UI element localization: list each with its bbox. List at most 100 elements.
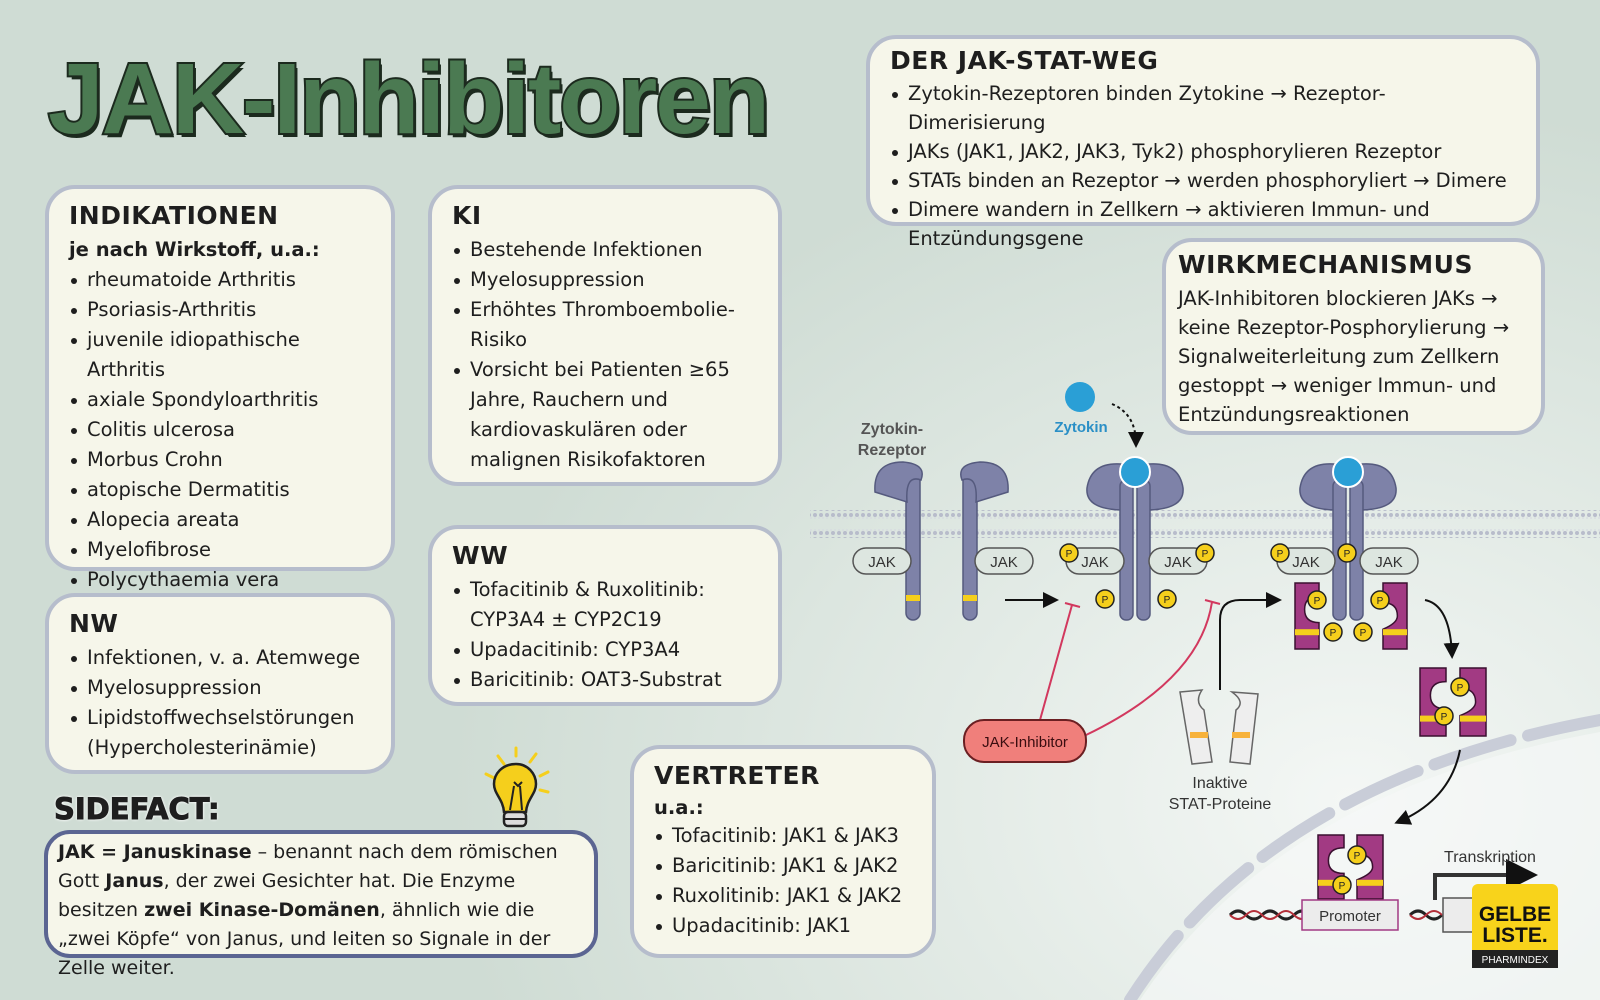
vertreter-subheading: u.a.:	[654, 796, 704, 819]
phosphate-label: P	[1339, 881, 1346, 892]
phosphate-label: P	[1066, 549, 1073, 560]
sidefact-box: JAK = Januskinase – benannt nach dem röm…	[44, 830, 598, 979]
sidefact-text-2: , der zwei Gesichter hat. Die Enzyme bes…	[58, 870, 516, 921]
jak-icon	[974, 547, 1034, 575]
phosphate-label: P	[1377, 596, 1384, 607]
ww-heading: WW	[452, 541, 509, 570]
ww-item: Baricitinib: OAT3-Substrat	[452, 665, 758, 695]
inactive-stat-proteins	[1179, 689, 1259, 765]
vertreter-heading: VERTRETER	[654, 761, 820, 790]
wirkmechanismus-text: JAK-Inhibitoren blockieren JAKs → keine …	[1178, 287, 1510, 426]
nw-item: Myelosuppression	[69, 673, 371, 703]
sidefact-bold-3: zwei Kinase-Domänen	[144, 899, 380, 921]
jak-label: JAK	[1375, 554, 1403, 571]
receptor-site-icon	[906, 595, 920, 601]
nw-item: Infektionen, v. a. Atemwege	[69, 643, 371, 673]
nuclear-envelope	[1124, 714, 1600, 1000]
indikation-item: Morbus Crohn	[69, 445, 371, 475]
jak-icon	[852, 547, 912, 575]
ww-card: WW Tofacitinib & Ruxolitinib: CYP3A4 ± C…	[428, 525, 782, 706]
wirkmechanismus-card: WIRKMECHANISMUS JAK-Inhibitoren blockier…	[1162, 238, 1545, 435]
vertreter-list: Tofacitinib: JAK1 & JAK3 Baricitinib: JAK…	[654, 821, 912, 941]
phosphate-label: P	[1457, 683, 1464, 694]
sidefact-heading: SIDEFACT:	[54, 792, 221, 827]
cytokine-icon	[1065, 382, 1095, 412]
indikation-item: juvenile idiopathische Arthritis	[69, 325, 371, 385]
stat-site-icon	[1295, 629, 1319, 636]
receptor-head-icon	[960, 461, 1009, 504]
stat-site-icon	[1460, 715, 1486, 722]
sidefact-bold-2: Janus	[105, 870, 164, 892]
stat-protein-icon	[1419, 667, 1447, 737]
phosphate-label: P	[1330, 628, 1337, 639]
jak-stat-item: STATs binden an Rezeptor → werden phosph…	[890, 166, 1516, 195]
jak-label: JAK	[1164, 554, 1192, 571]
jak-stat-item: Zytokin-Rezeptoren binden Zytokine → Rez…	[890, 79, 1516, 137]
wirkmechanismus-heading: WIRKMECHANISMUS	[1178, 250, 1473, 279]
receptor-icon	[1119, 479, 1134, 621]
logo-line-1: GELBE	[1479, 903, 1551, 926]
jak-stat-heading: DER JAK-STAT-WEG	[890, 46, 1159, 75]
receptor-head-icon	[874, 461, 923, 504]
phosphate-label: P	[1354, 851, 1361, 862]
phosphate-label: P	[1164, 595, 1171, 606]
phosphate-label: P	[1441, 712, 1448, 723]
sidefact-text-3: , ähnlich wie die „zwei Köpfe“ von Janus…	[58, 899, 551, 979]
sidefact-text-1: – benannt nach dem römischen Gott	[58, 841, 558, 892]
receptor-label-2: Rezeptor	[858, 442, 926, 459]
ww-item: Tofacitinib & Ruxolitinib: CYP3A4 ± CYP2…	[452, 575, 758, 635]
lightbulb-icon	[484, 746, 550, 828]
stat-site-icon	[1383, 629, 1407, 636]
jak-stat-list: Zytokin-Rezeptoren binden Zytokine → Rez…	[890, 79, 1516, 253]
indikation-item: atopische Dermatitis	[69, 475, 371, 505]
vertreter-card: VERTRETER u.a.: Tofacitinib: JAK1 & JAK3…	[630, 745, 936, 958]
vertreter-item: Upadacitinib: JAK1	[654, 911, 912, 941]
phosphate-icon	[1370, 590, 1390, 610]
cell-membrane	[810, 510, 1600, 538]
indikation-item: Colitis ulcerosa	[69, 415, 371, 445]
receptor-icon	[1136, 479, 1151, 621]
sidefact-bold-1: JAK = Januskinase	[58, 841, 252, 863]
phosphate-icon	[1337, 543, 1357, 563]
promoter-label: Promoter	[1319, 908, 1381, 925]
inactive-label-2: STAT-Proteine	[1169, 796, 1272, 813]
ki-item: Vorsicht bei Patienten ≥65 Jahre, Rauche…	[452, 355, 758, 475]
indikation-item: Psoriasis-Arthritis	[69, 295, 371, 325]
ww-list: Tofacitinib & Ruxolitinib: CYP3A4 ± CYP2…	[452, 575, 758, 695]
jak-stat-item: Dimere wandern in Zellkern → aktivieren …	[890, 195, 1516, 253]
indikation-item: Alopecia areata	[69, 505, 371, 535]
phosphate-icon	[1434, 706, 1454, 726]
indikationen-list: rheumatoide Arthritis Psoriasis-Arthritis…	[69, 265, 371, 595]
indikation-item: axiale Spondyloarthritis	[69, 385, 371, 415]
cytokine-label: Zytokin	[1054, 419, 1107, 436]
phosphate-label: P	[1277, 549, 1284, 560]
stat-site-icon	[1357, 879, 1383, 886]
indikation-item: rheumatoide Arthritis	[69, 265, 371, 295]
phosphate-icon	[1323, 622, 1343, 642]
stat-site-icon	[1318, 879, 1344, 886]
stat-site-icon	[1420, 715, 1446, 722]
vertreter-item: Ruxolitinib: JAK1 & JAK2	[654, 881, 912, 911]
nw-card: NW Infektionen, v. a. Atemwege Myelosuppr…	[45, 593, 395, 774]
page-title: JAK-Inhibitoren	[46, 41, 772, 157]
logo-line-3: PHARMINDEX	[1482, 955, 1549, 966]
indikation-item: Myelofibrose	[69, 535, 371, 565]
phosphate-label: P	[1360, 628, 1367, 639]
inactive-label-1: Inaktive	[1192, 775, 1247, 792]
jak-inhibitor-label: JAK-Inhibitor	[982, 734, 1068, 751]
indikationen-card: INDIKATIONEN je nach Wirkstoff, u.a.: rh…	[45, 185, 395, 591]
indikation-item: Polycythaemia vera	[69, 565, 371, 595]
phosphate-label: P	[1102, 595, 1109, 606]
jak-label: JAK	[990, 554, 1018, 571]
phosphate-label: P	[1202, 549, 1209, 560]
phosphate-icon	[1450, 677, 1470, 697]
receptor-label-1: Zytokin-	[861, 421, 923, 438]
ki-heading: KI	[452, 201, 482, 230]
phosphate-icon	[1347, 845, 1367, 865]
phosphate-icon	[1307, 590, 1327, 610]
ki-card: KI Bestehende Infektionen Myelosuppressio…	[428, 185, 782, 486]
transcription-label: Transkription	[1444, 849, 1536, 866]
jak-label: JAK	[1292, 554, 1320, 571]
jak-inhibitor-badge	[963, 719, 1087, 763]
nw-list: Infektionen, v. a. Atemwege Myelosuppress…	[69, 643, 371, 763]
